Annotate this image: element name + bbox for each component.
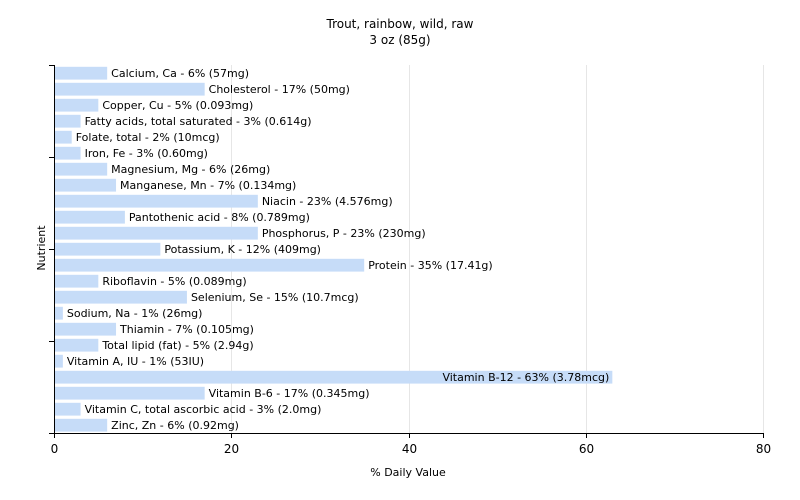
- bar-label: Vitamin A, IU - 1% (53IU): [67, 355, 204, 368]
- bar: [55, 258, 365, 272]
- bar-label: Vitamin B-6 - 17% (0.345mg): [209, 387, 370, 400]
- bar-label: Vitamin B-12 - 63% (3.78mcg): [442, 371, 609, 384]
- bar-label: Magnesium, Mg - 6% (26mg): [111, 163, 270, 176]
- bar: [55, 386, 205, 400]
- bar: [55, 322, 117, 336]
- x-tick-label: 0: [51, 442, 59, 456]
- axes: 0 20 40 60 80: [49, 65, 771, 456]
- bar: [55, 354, 63, 368]
- bar: [55, 82, 205, 96]
- chart-subtitle: 3 oz (85g): [369, 33, 430, 47]
- bar: [55, 306, 63, 320]
- bar-label: Folate, total - 2% (10mcg): [76, 131, 220, 144]
- bar: [55, 370, 613, 384]
- bar-label: Calcium, Ca - 6% (57mg): [111, 67, 249, 80]
- bar-label: Zinc, Zn - 6% (0.92mg): [111, 419, 239, 432]
- bar-label: Cholesterol - 17% (50mg): [209, 83, 350, 96]
- y-axis-label: Nutrient: [35, 225, 48, 271]
- bar-label: Manganese, Mn - 7% (0.134mg): [120, 179, 296, 192]
- bar: [55, 98, 99, 112]
- bar-label: Total lipid (fat) - 5% (2.94g): [101, 339, 253, 352]
- bar-label: Potassium, K - 12% (409mg): [164, 243, 321, 256]
- bar: [55, 274, 99, 288]
- bar-label: Selenium, Se - 15% (10.7mcg): [191, 291, 359, 304]
- bar: [55, 242, 161, 256]
- bar-label: Vitamin C, total ascorbic acid - 3% (2.0…: [85, 403, 322, 416]
- bar-label: Thiamin - 7% (0.105mg): [119, 323, 254, 336]
- bar-label: Iron, Fe - 3% (0.60mg): [85, 147, 208, 160]
- bar: [55, 162, 108, 176]
- bar: [55, 338, 99, 352]
- x-tick-label: 40: [402, 442, 417, 456]
- bar-label: Fatty acids, total saturated - 3% (0.614…: [85, 115, 312, 128]
- bar-label: Sodium, Na - 1% (26mg): [67, 307, 203, 320]
- bar: [55, 418, 108, 432]
- bar-label: Niacin - 23% (4.576mg): [262, 195, 393, 208]
- x-axis-label: % Daily Value: [370, 466, 446, 479]
- x-tick-label: 80: [756, 442, 771, 456]
- bar: [55, 402, 81, 416]
- bar-label: Copper, Cu - 5% (0.093mg): [102, 99, 253, 112]
- bar-label: Protein - 35% (17.41g): [368, 259, 493, 272]
- x-tick-label: 20: [224, 442, 239, 456]
- bar: [55, 226, 258, 240]
- bar: [55, 114, 81, 128]
- bar: [55, 66, 108, 80]
- bar-label: Pantothenic acid - 8% (0.789mg): [129, 211, 310, 224]
- x-tick-label: 60: [579, 442, 594, 456]
- bar: [55, 290, 187, 304]
- bar: [55, 194, 258, 208]
- bar-label: Riboflavin - 5% (0.089mg): [102, 275, 246, 288]
- bar: [55, 178, 117, 192]
- bars: Calcium, Ca - 6% (57mg) Cholesterol - 17%…: [55, 66, 613, 432]
- bar: [55, 146, 81, 160]
- bar: [55, 130, 72, 144]
- bar: [55, 210, 125, 224]
- chart-title: Trout, rainbow, wild, raw: [326, 17, 474, 31]
- bar-label: Phosphorus, P - 23% (230mg): [262, 227, 426, 240]
